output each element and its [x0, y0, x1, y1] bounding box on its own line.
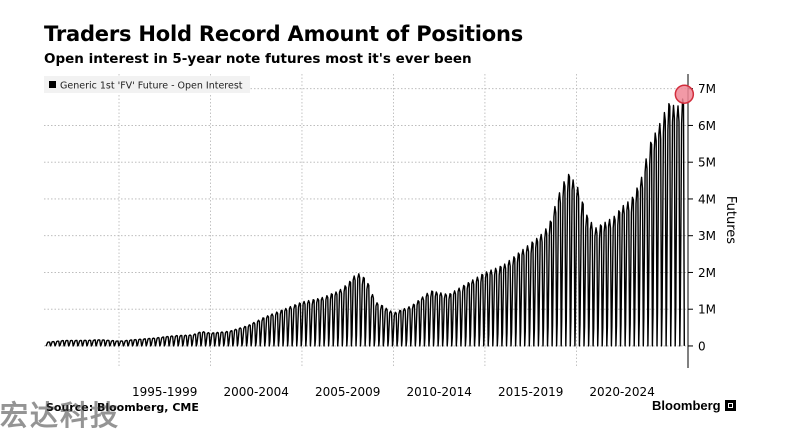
legend: Generic 1st 'FV' Future - Open Interest: [44, 76, 250, 93]
x-axis: 1995-1999 2000-2004 2005-2009 2010-2014 2015…: [132, 385, 655, 399]
y-tick-label: 1M: [698, 303, 716, 317]
record-highlight: [674, 84, 695, 104]
y-tick-label: 2M: [698, 266, 716, 280]
y-tick-label: 5M: [698, 156, 716, 170]
x-tick-label: 2000-2004: [224, 385, 289, 399]
bloomberg-mark-icon: [724, 400, 736, 411]
y-axis: 0 1M 2M 3M 4M 5M 6M 7M: [687, 74, 716, 368]
series-line: [45, 98, 685, 347]
x-tick-label: 2015-2019: [498, 385, 563, 399]
x-tick-label: 1995-1999: [132, 385, 197, 399]
y-tick-label: 7M: [698, 82, 716, 96]
x-tick-label: 2005-2009: [315, 385, 380, 399]
watermark: 宏达科技: [0, 399, 121, 432]
chart-subtitle: Open interest in 5-year note futures mos…: [44, 51, 472, 67]
brand-name: Bloomberg: [652, 398, 721, 413]
legend-box: [44, 76, 250, 93]
y-tick-label: 4M: [698, 192, 716, 206]
y-tick-label: 0: [698, 339, 706, 353]
x-tick-label: 2020-2024: [589, 385, 654, 399]
y-axis-label: Futures: [723, 196, 738, 244]
brand-logo: Bloomberg: [652, 398, 736, 413]
x-tick-label: 2010-2014: [406, 385, 471, 399]
y-tick-label: 6M: [698, 119, 716, 133]
legend-swatch: [49, 81, 56, 88]
source-note: Source: Bloomberg, CME: [46, 401, 199, 414]
y-tick-label: 3M: [698, 229, 716, 243]
chart-title: Traders Hold Record Amount of Positions: [44, 22, 524, 46]
legend-label: Generic 1st 'FV' Future - Open Interest: [60, 81, 243, 92]
record-highlight-marker: [674, 84, 695, 104]
series-area: [45, 98, 685, 347]
